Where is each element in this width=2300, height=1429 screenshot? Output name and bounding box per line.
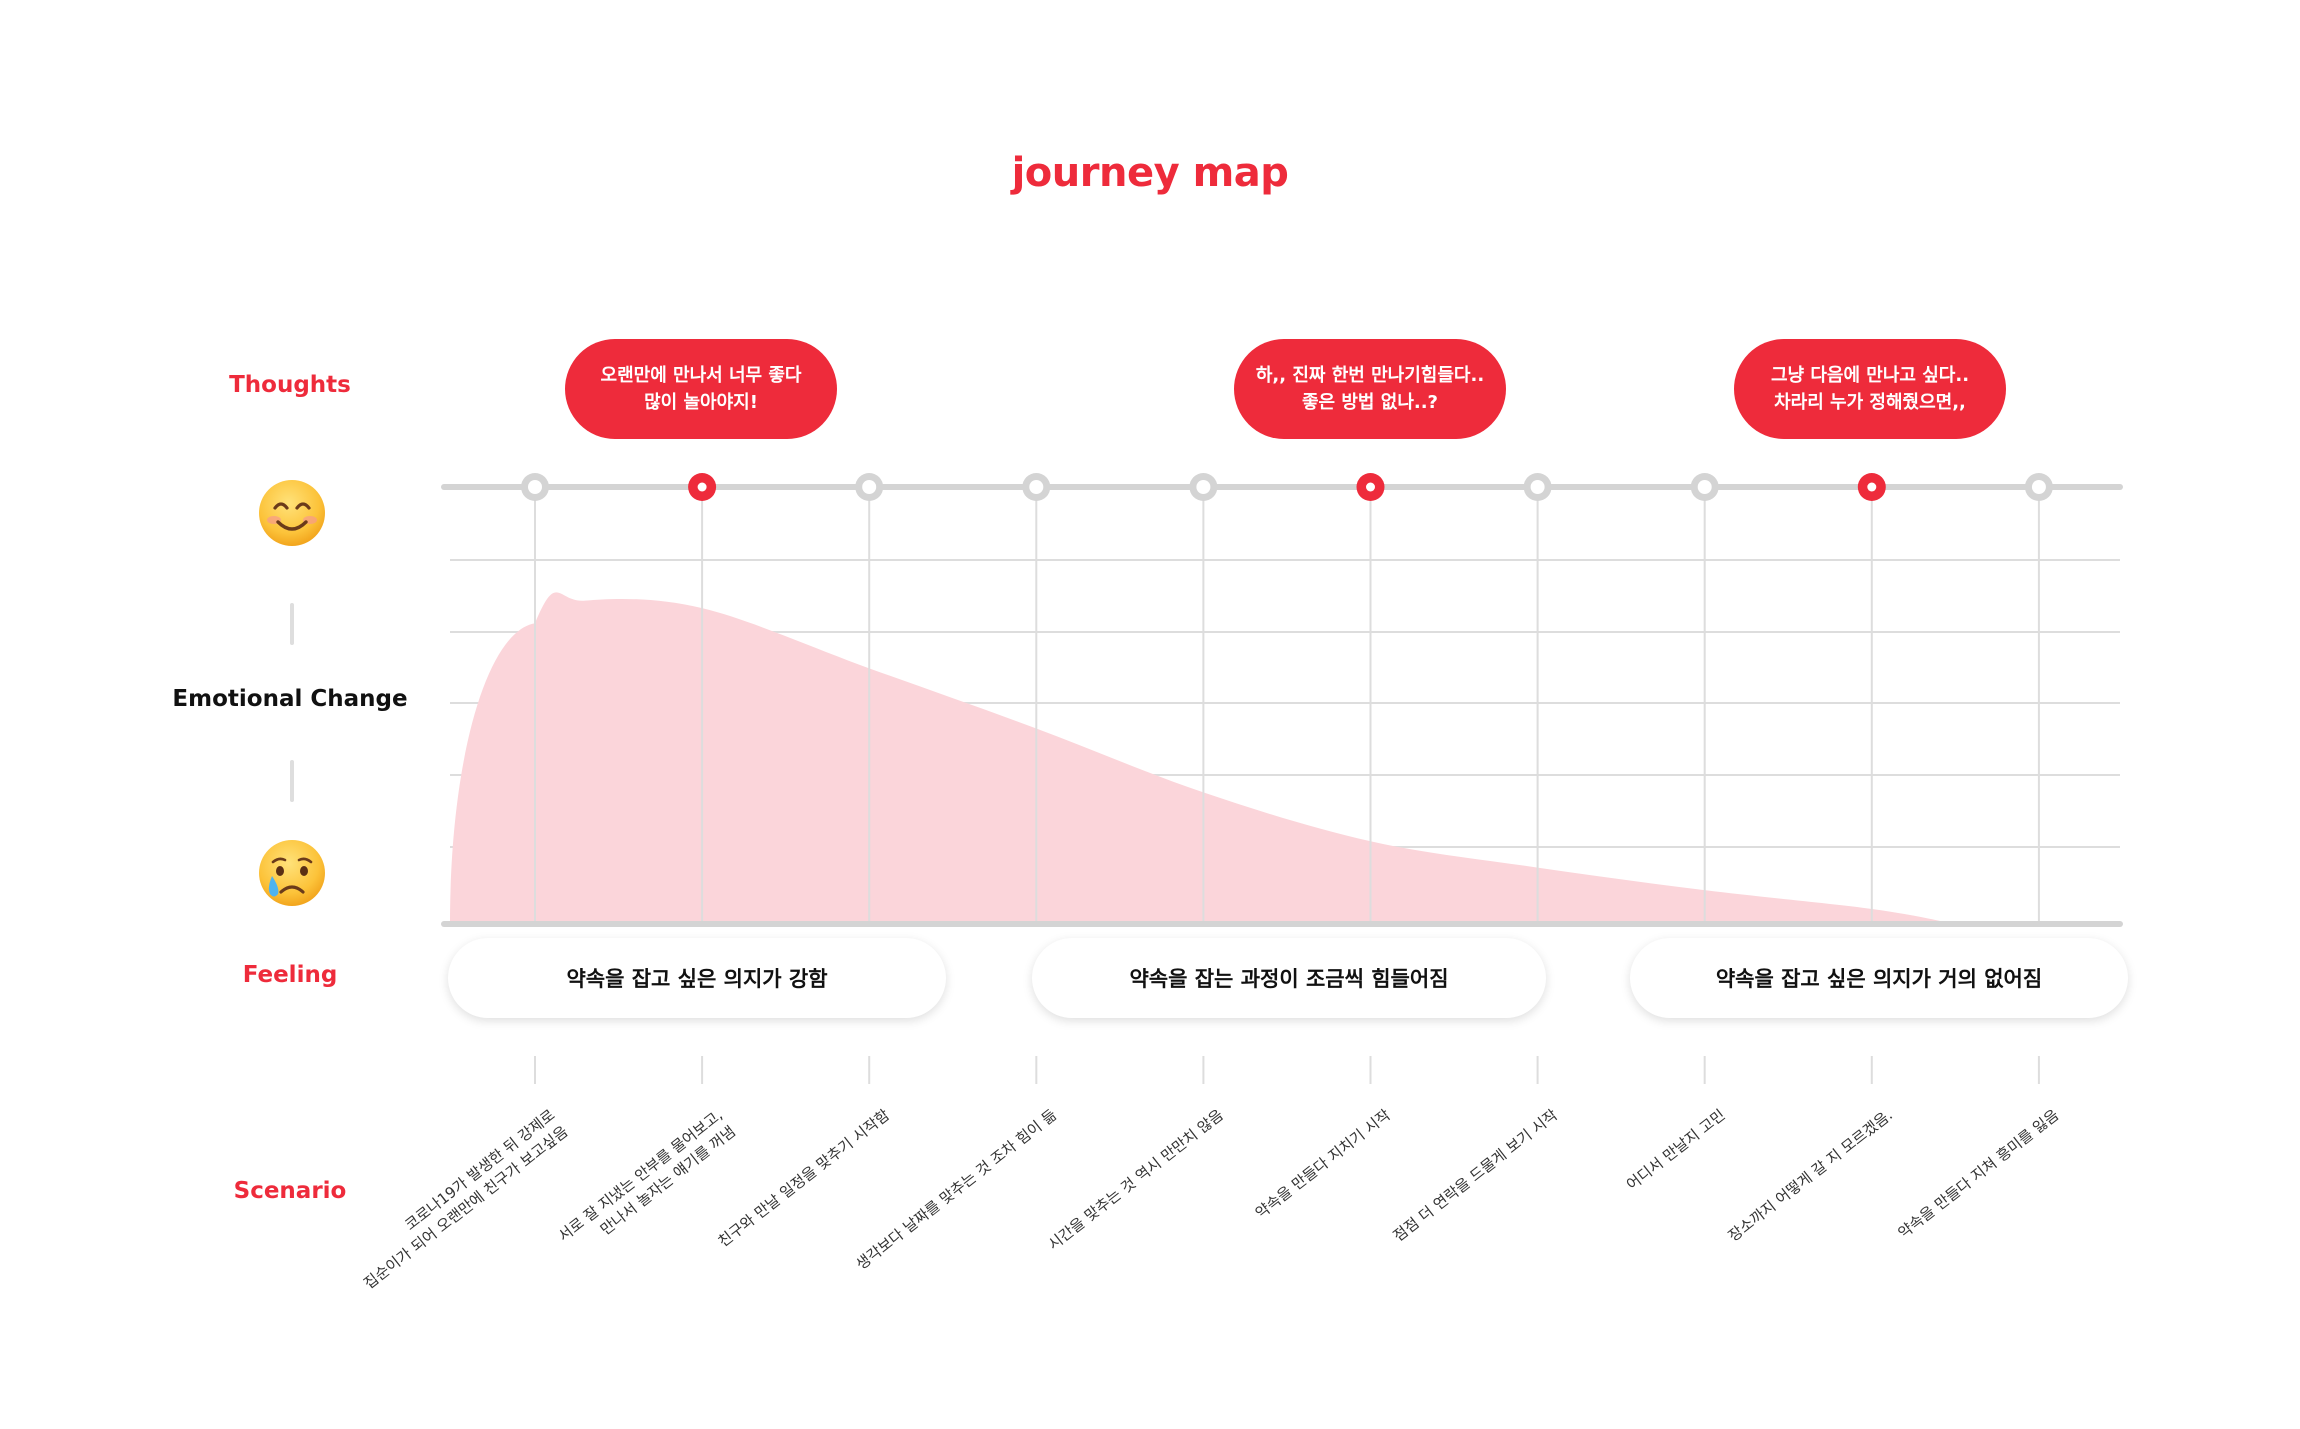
crying-face-icon — [259, 840, 325, 906]
timeline-marker-center — [697, 482, 707, 492]
timeline-marker-center — [1366, 482, 1375, 492]
timeline-markers — [521, 473, 2053, 501]
emotion-curve — [450, 592, 1956, 924]
smiling-face-icon — [259, 480, 325, 546]
timeline-marker-center — [2031, 480, 2046, 494]
thought-bubble: 그냥 다음에 만나고 싶다.. 차라리 누가 정해줬으면,, — [1734, 339, 2006, 439]
grid-vertical-lines — [534, 487, 2040, 924]
timeline-marker-center — [528, 480, 542, 494]
emotional-change-label: Emotional Change — [172, 686, 408, 712]
scale-divider-top — [290, 603, 294, 645]
feeling-label: Feeling — [242, 962, 338, 988]
feeling-box: 약속을 잡고 싶은 의지가 거의 없어짐 — [1630, 938, 2128, 1018]
thought-bubble: 오랜만에 만나서 너무 좋다 많이 놀아야지! — [565, 339, 837, 439]
timeline-marker-center — [862, 480, 877, 494]
timeline-marker-center — [1196, 480, 1211, 494]
thoughts-label: Thoughts — [229, 372, 351, 398]
scale-divider-bottom — [290, 760, 294, 802]
timeline-marker-center — [1867, 482, 1877, 492]
timeline-marker-center — [1029, 480, 1044, 494]
timeline-marker-center — [1697, 480, 1712, 494]
timeline-marker-center — [1530, 480, 1545, 494]
feeling-box: 약속을 잡고 싶은 의지가 강함 — [448, 938, 946, 1018]
scenario-label: Scenario — [233, 1178, 347, 1204]
page-title: journey map — [1011, 150, 1289, 196]
scenario-ticks — [534, 1056, 2040, 1084]
thought-bubble: 하,, 진짜 한번 만나기힘들다.. 좋은 방법 없나..? — [1234, 339, 1506, 439]
feeling-box: 약속을 잡는 과정이 조금씩 힘들어짐 — [1032, 938, 1546, 1018]
